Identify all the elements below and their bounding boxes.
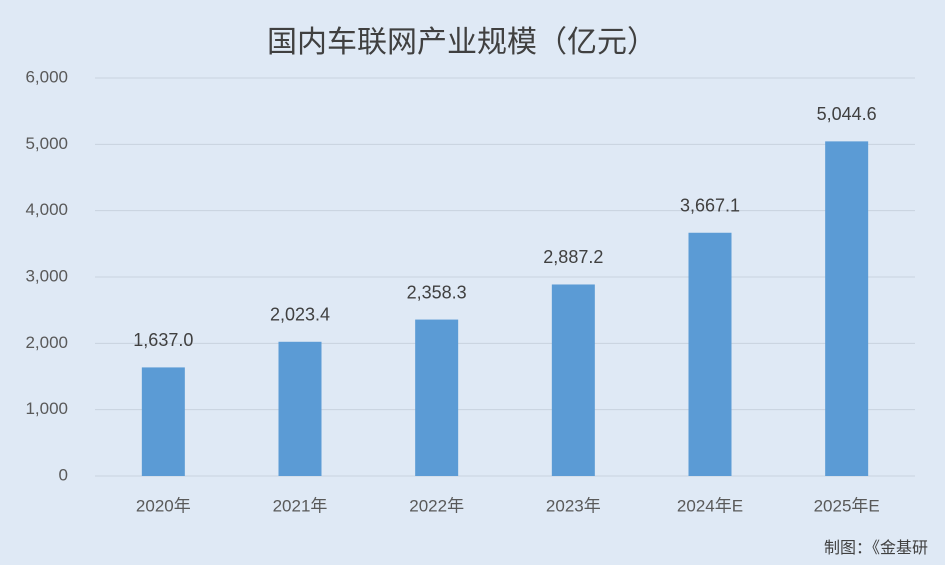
bar xyxy=(415,319,459,476)
bar xyxy=(141,367,185,476)
x-tick-label: 2022年 xyxy=(409,496,464,515)
chart-title: 国内车联网产业规模（亿元） xyxy=(267,26,657,59)
bar xyxy=(825,141,869,476)
value-label: 2,023.4 xyxy=(270,305,330,325)
value-label: 3,667.1 xyxy=(680,195,740,215)
value-label: 2,887.2 xyxy=(543,247,603,267)
x-tick-label: 2021年 xyxy=(273,496,328,515)
y-tick-label: 6,000 xyxy=(25,67,68,86)
value-label: 5,044.6 xyxy=(817,104,877,124)
bar xyxy=(688,232,732,476)
y-tick-label: 0 xyxy=(59,465,68,484)
bar xyxy=(278,341,322,476)
bar xyxy=(551,284,595,476)
y-tick-label: 5,000 xyxy=(25,134,68,153)
value-label: 1,637.0 xyxy=(133,330,193,350)
y-tick-label: 1,000 xyxy=(25,399,68,418)
source-note: 制图：《金基研 xyxy=(824,539,928,557)
y-tick-label: 2,000 xyxy=(25,333,68,352)
x-tick-label: 2025年E xyxy=(814,496,880,515)
x-tick-label: 2023年 xyxy=(546,496,601,515)
y-tick-label: 3,000 xyxy=(25,266,68,285)
y-tick-label: 4,000 xyxy=(25,200,68,219)
x-tick-label: 2020年 xyxy=(136,496,191,515)
x-tick-label: 2024年E xyxy=(677,496,743,515)
value-label: 2,358.3 xyxy=(407,282,467,302)
